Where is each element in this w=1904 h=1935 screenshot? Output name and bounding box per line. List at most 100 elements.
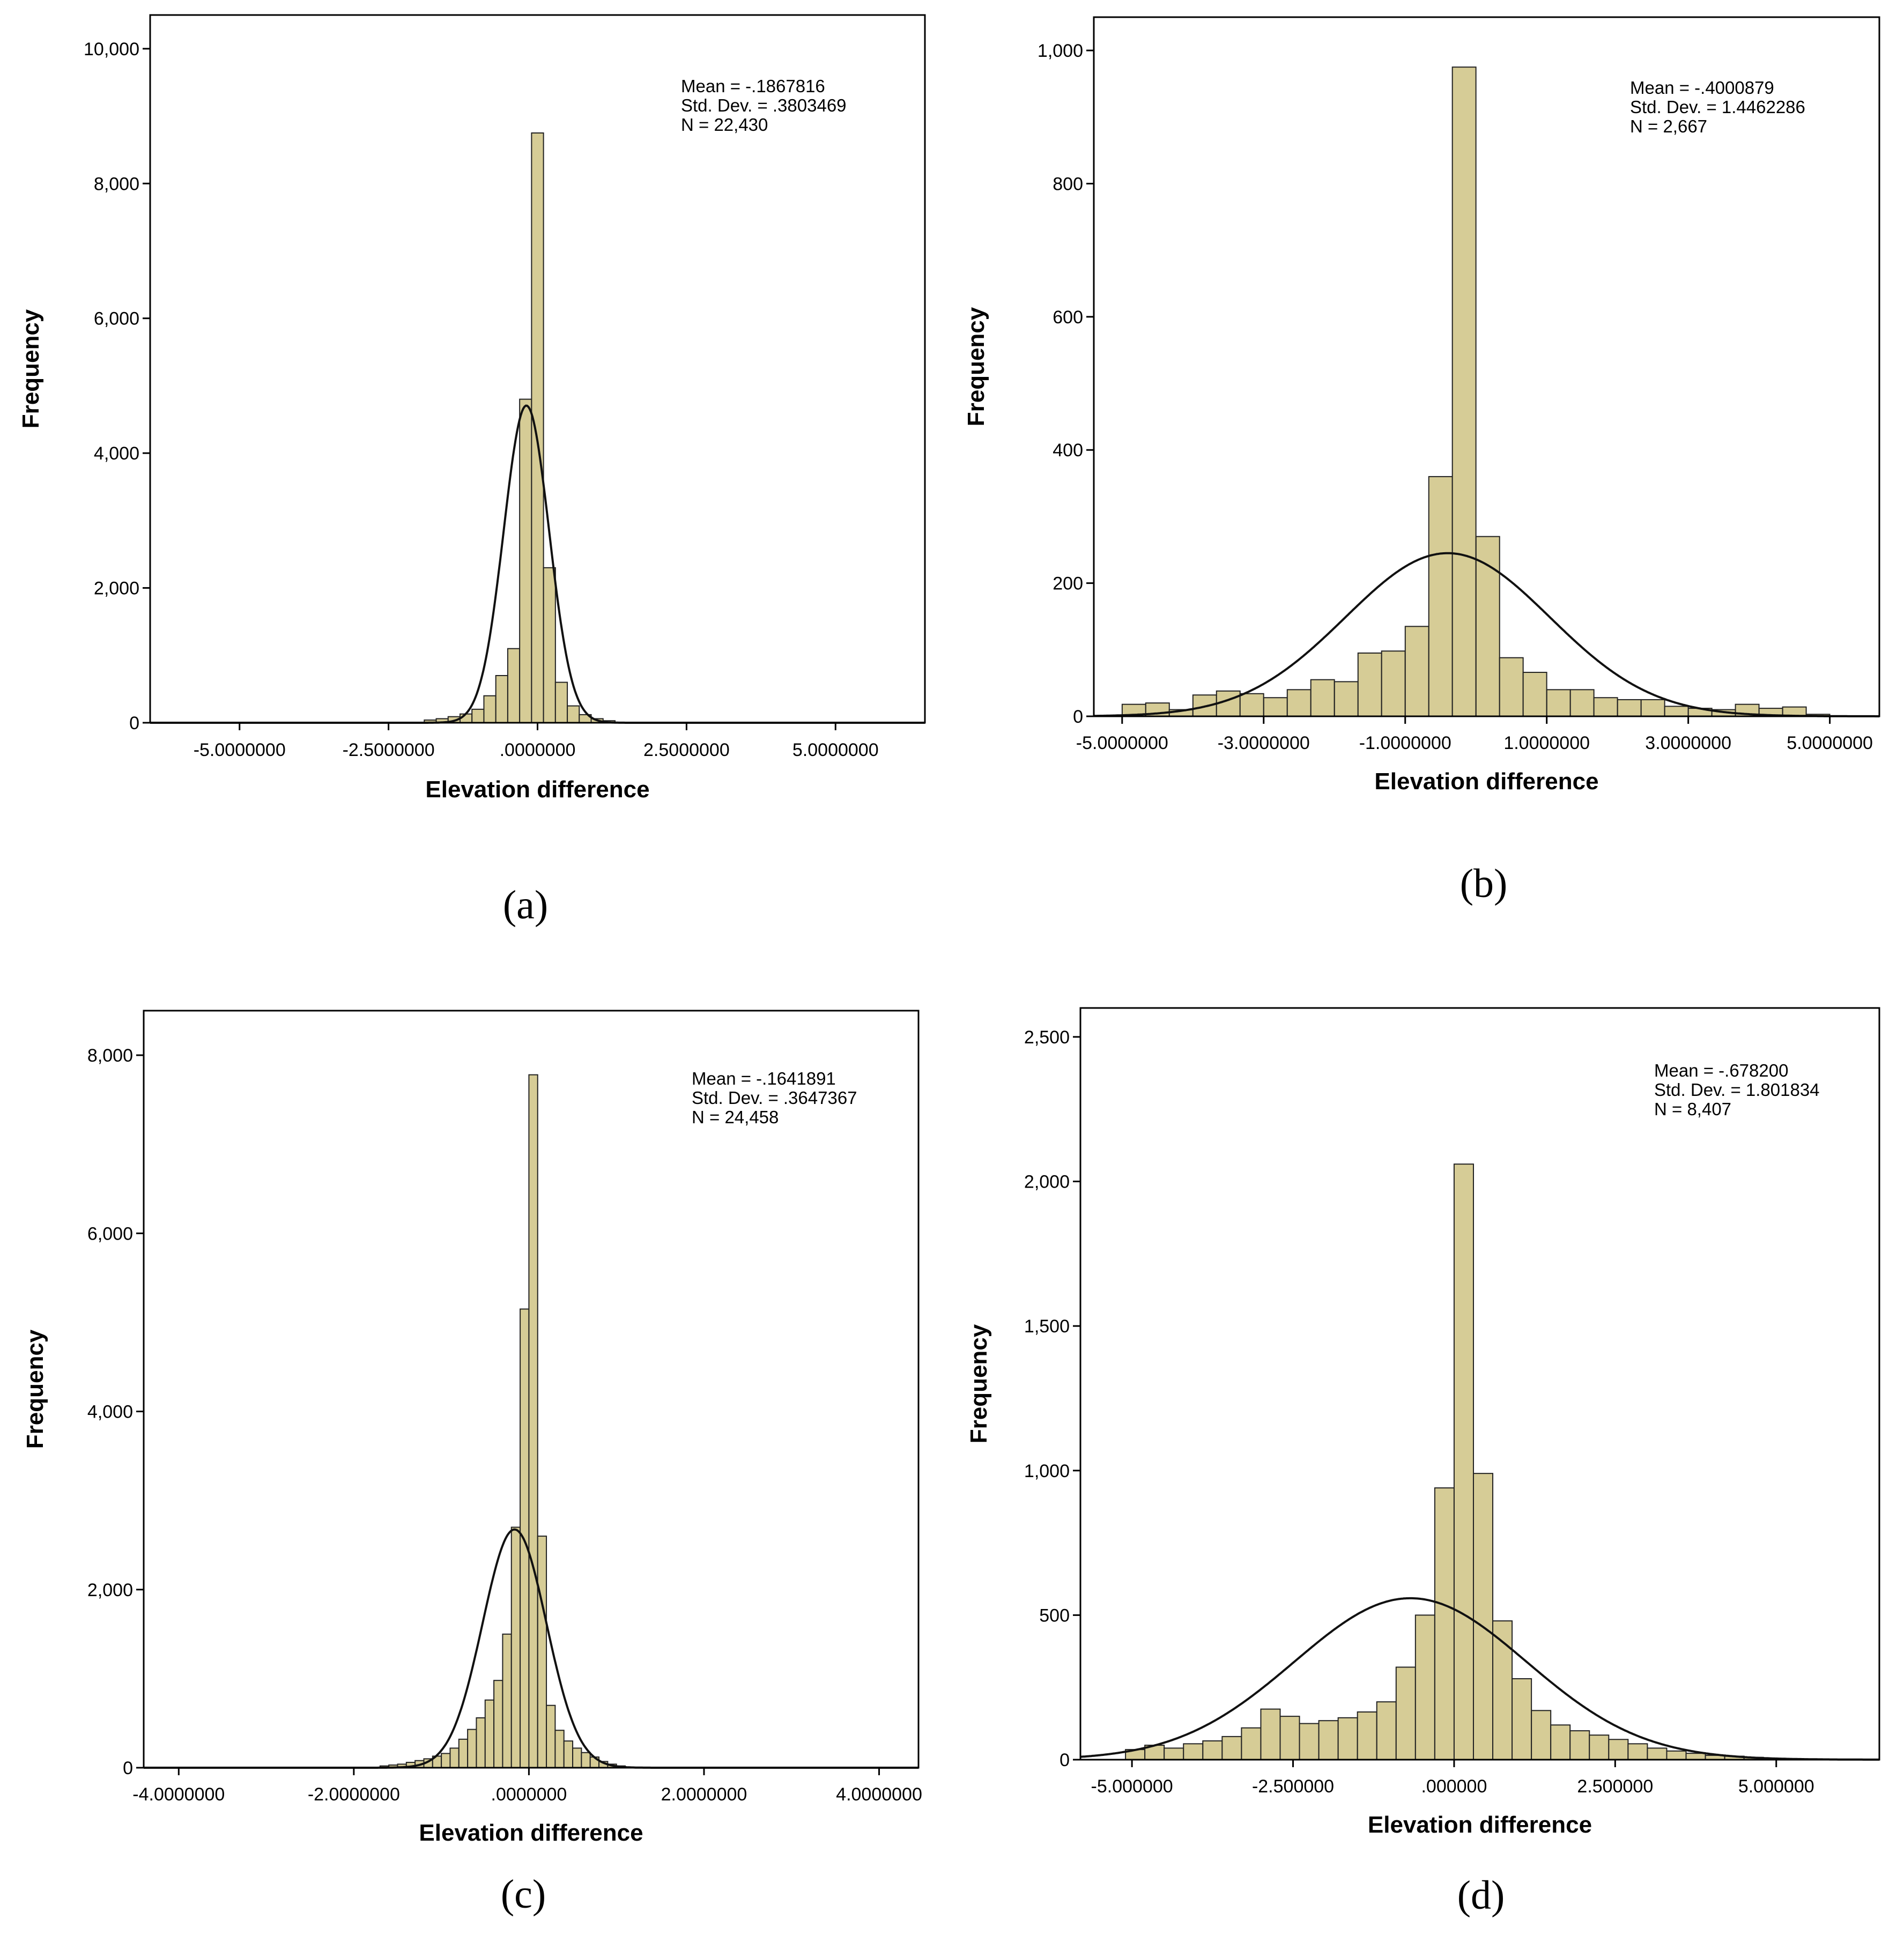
histogram-bar: [495, 675, 508, 723]
stats-line: N = 22,430: [681, 115, 768, 135]
x-axis-title: Elevation difference: [425, 776, 649, 803]
histogram-bar: [1279, 1716, 1300, 1761]
plot-frame: [1093, 16, 1880, 717]
histogram-bar: [1260, 1708, 1281, 1760]
y-tick-label: 200: [1053, 574, 1083, 594]
y-tick-label: 10,000: [84, 39, 139, 60]
y-tick-label: 400: [1053, 440, 1083, 461]
y-tick-label: 2,000: [87, 1580, 133, 1600]
stats-line: Std. Dev. = 1.801834: [1654, 1080, 1820, 1100]
histogram-bar: [1216, 690, 1241, 717]
y-tick-label: 2,500: [1024, 1027, 1070, 1048]
histogram-bar: [1395, 1666, 1416, 1760]
histogram-bar: [1451, 66, 1477, 717]
stats-line: Mean = -.1641891: [692, 1069, 836, 1088]
x-tick-label: 4.0000000: [836, 1784, 922, 1805]
histogram-bar: [546, 1704, 556, 1768]
y-tick-label: 8,000: [94, 174, 139, 194]
histogram-bar: [1310, 679, 1335, 717]
histogram-bar: [1475, 536, 1500, 717]
x-tick-label: 2.500000: [1577, 1776, 1653, 1797]
histogram-bar: [1428, 476, 1453, 717]
y-axis-title: Frequency: [966, 1324, 992, 1443]
y-tick-label: 4,000: [87, 1402, 133, 1422]
histogram-bar: [493, 1680, 503, 1768]
x-tick-label: -2.5000000: [343, 740, 435, 760]
chart-panel-a: 0 2,000 4,000 6,000 8,000 10,000 -5.0000000 -2.…: [18, 14, 926, 928]
x-tick-label: 2.0000000: [661, 1784, 747, 1805]
y-tick-label: 0: [1060, 1750, 1070, 1770]
stats-line: Std. Dev. = .3647367: [692, 1088, 857, 1108]
histogram-bar: [476, 1717, 486, 1768]
x-tick-label: -2.0000000: [308, 1784, 400, 1805]
stats-line: N = 2,667: [1630, 116, 1707, 136]
y-tick-label: 800: [1053, 174, 1083, 194]
y-tick-label: 2,000: [94, 579, 139, 599]
y-tick-label: 500: [1039, 1605, 1070, 1626]
x-tick-label: -1.0000000: [1359, 733, 1451, 753]
histogram-bar: [1239, 693, 1264, 717]
y-tick-label: 4,000: [94, 443, 139, 464]
histogram-bar: [1664, 706, 1689, 717]
histogram-bar: [1589, 1734, 1610, 1760]
x-tick-label: .000000: [1421, 1776, 1487, 1797]
x-tick-label: 1.0000000: [1503, 733, 1590, 753]
histogram-bar: [1183, 1743, 1204, 1760]
histogram-bar: [528, 1074, 538, 1768]
x-tick-label: 2.5000000: [643, 740, 730, 760]
histogram-bar: [1202, 1740, 1223, 1760]
histogram-bar: [1550, 1724, 1571, 1760]
x-axis-title: Elevation difference: [1368, 1812, 1592, 1838]
histogram-bar: [1318, 1720, 1339, 1761]
histogram-bar: [1337, 1717, 1358, 1760]
histogram-bar: [1640, 699, 1665, 717]
x-axis-title: Elevation difference: [419, 1820, 643, 1846]
histogram-bar: [537, 1536, 547, 1769]
y-tick-label: 1,000: [1024, 1461, 1070, 1481]
stats-line: N = 8,407: [1654, 1099, 1731, 1119]
y-tick-label: 0: [1073, 707, 1083, 727]
histogram-bar: [441, 1753, 451, 1768]
plot-frame: [143, 1010, 920, 1769]
histogram-bar: [563, 1740, 574, 1769]
normal-curve: [1094, 552, 1879, 717]
histogram-bar: [1357, 1711, 1377, 1760]
histogram-bar: [543, 567, 556, 724]
x-tick-label: 5.0000000: [792, 740, 879, 760]
histogram-bar: [1263, 697, 1288, 717]
x-tick-label: -2.500000: [1252, 1776, 1334, 1797]
y-tick-label: 1,000: [1038, 41, 1083, 61]
histogram-bar: [1376, 1701, 1397, 1760]
y-tick-label: 1,500: [1024, 1316, 1070, 1337]
stats-line: Mean = -.678200: [1654, 1061, 1788, 1080]
x-tick-label: .0000000: [500, 740, 576, 760]
histogram-bar: [1531, 1710, 1552, 1761]
chart-panel-b: 0 200 400 600 800 1,000 -5.0000000 -3.0000000 -1…: [963, 16, 1880, 906]
histogram-bar: [507, 648, 521, 723]
stats-line: Std. Dev. = 1.4462286: [1630, 97, 1805, 117]
histogram-bar: [1512, 1678, 1532, 1760]
y-tick-label: 600: [1053, 307, 1083, 328]
x-tick-label: .0000000: [491, 1784, 567, 1805]
histogram-bar: [1286, 689, 1312, 717]
histogram-bar: [1414, 1614, 1435, 1760]
y-axis-title: Frequency: [18, 309, 44, 428]
y-tick-label: 6,000: [87, 1224, 133, 1244]
histogram-bar: [1381, 650, 1406, 717]
panel-caption: (a): [503, 883, 548, 928]
histogram-bar: [1546, 689, 1571, 717]
chart-panel-c: 0 2,000 4,000 6,000 8,000 -4.0000000 -2.000000…: [22, 1010, 922, 1917]
histogram-bar: [1685, 1753, 1706, 1761]
histogram-bar: [1593, 697, 1618, 717]
chart-panel-d: 0 500 1,000 1,500 2,000 2,500 -5.000000 -2.5000…: [966, 1007, 1880, 1918]
x-tick-label: -4.0000000: [132, 1784, 225, 1805]
histogram-bar: [1569, 689, 1595, 717]
panel-caption: (d): [1457, 1873, 1505, 1918]
normal-curve: [1080, 1597, 1879, 1761]
stats-line: Std. Dev. = .3803469: [681, 95, 847, 115]
histogram-bar: [1472, 1473, 1494, 1761]
panel-caption: (c): [501, 1872, 546, 1917]
stats-line: N = 24,458: [692, 1107, 779, 1127]
histogram-bar: [510, 1526, 521, 1769]
histogram-bar: [502, 1633, 512, 1768]
